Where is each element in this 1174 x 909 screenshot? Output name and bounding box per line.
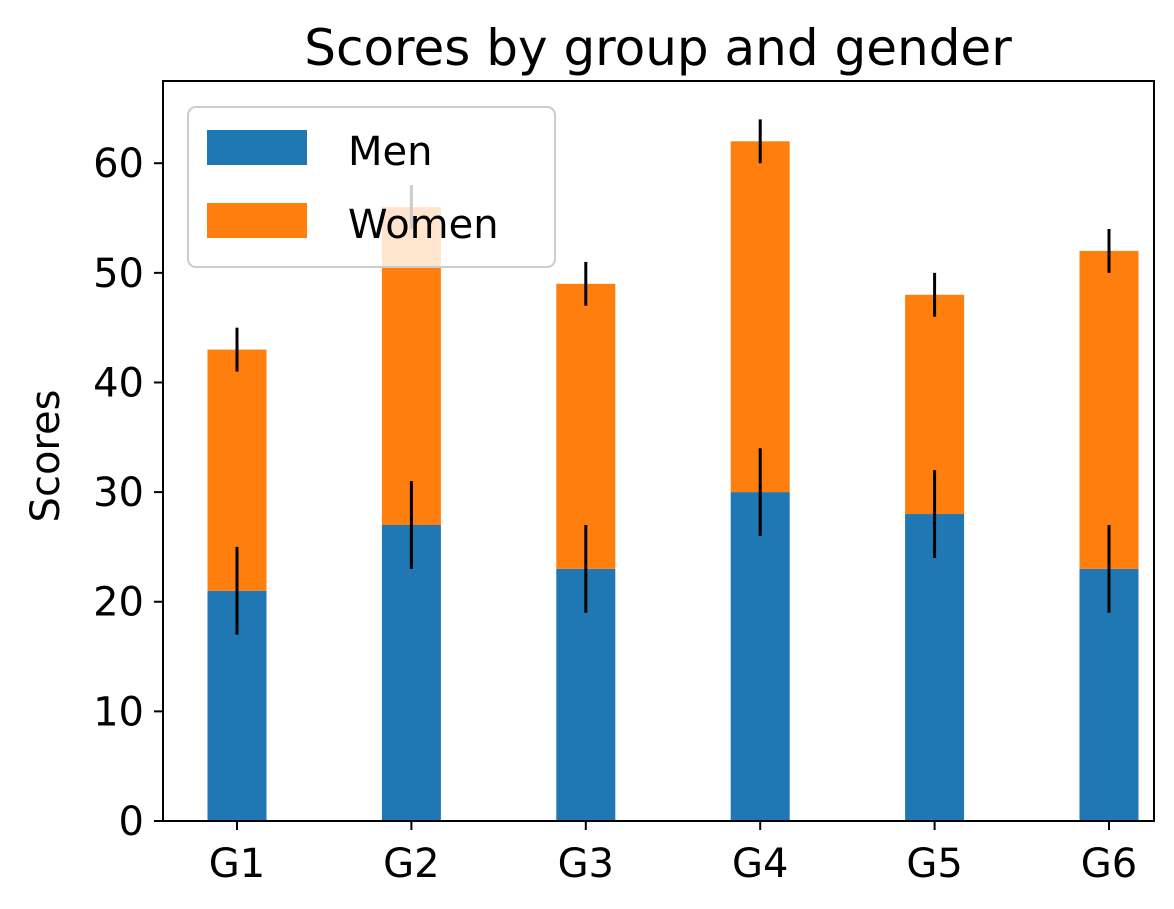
bar-women-g3: [556, 283, 616, 569]
legend-swatch-men: [207, 130, 307, 165]
x-tick-label-g3: G3: [558, 841, 614, 887]
x-tick-label-g1: G1: [209, 841, 265, 887]
x-tick-label-g4: G4: [732, 841, 788, 887]
legend-label-women: Women: [348, 202, 499, 248]
bar-men-g5: [905, 514, 965, 821]
chart-title: Scores by group and gender: [304, 19, 1012, 77]
legend-label-men: Men: [348, 129, 432, 175]
x-tick-label-g5: G5: [906, 841, 962, 887]
bar-women-g6: [1079, 250, 1139, 569]
x-ticks: G1 G2 G3 G4 G5 G6: [209, 821, 1137, 887]
errorbars-layer: [235, 119, 1111, 635]
x-tick-label-g2: G2: [383, 841, 439, 887]
bar-men-g4: [730, 492, 790, 821]
y-tick-label: 10: [93, 689, 144, 735]
y-ticks: 0 10 20 30 40 50 60: [93, 141, 163, 845]
y-tick-label: 60: [93, 141, 144, 187]
bar-women-g4: [730, 141, 790, 493]
legend: Men Women: [187, 106, 556, 268]
y-tick-label: 30: [93, 470, 144, 516]
y-tick-label: 40: [93, 360, 144, 406]
y-tick-label: 20: [93, 580, 144, 626]
y-axis-label: Scores: [23, 390, 69, 523]
x-tick-label-g6: G6: [1081, 841, 1137, 887]
y-tick-label: 50: [93, 251, 144, 297]
y-tick-label: 0: [119, 799, 144, 845]
plot-frame: [162, 80, 1155, 822]
legend-swatch-women: [207, 203, 307, 238]
bar-men-g2: [381, 525, 441, 821]
